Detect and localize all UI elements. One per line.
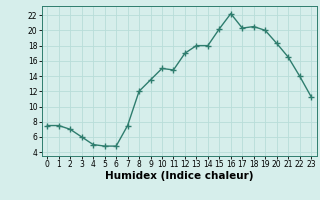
X-axis label: Humidex (Indice chaleur): Humidex (Indice chaleur)	[105, 171, 253, 181]
